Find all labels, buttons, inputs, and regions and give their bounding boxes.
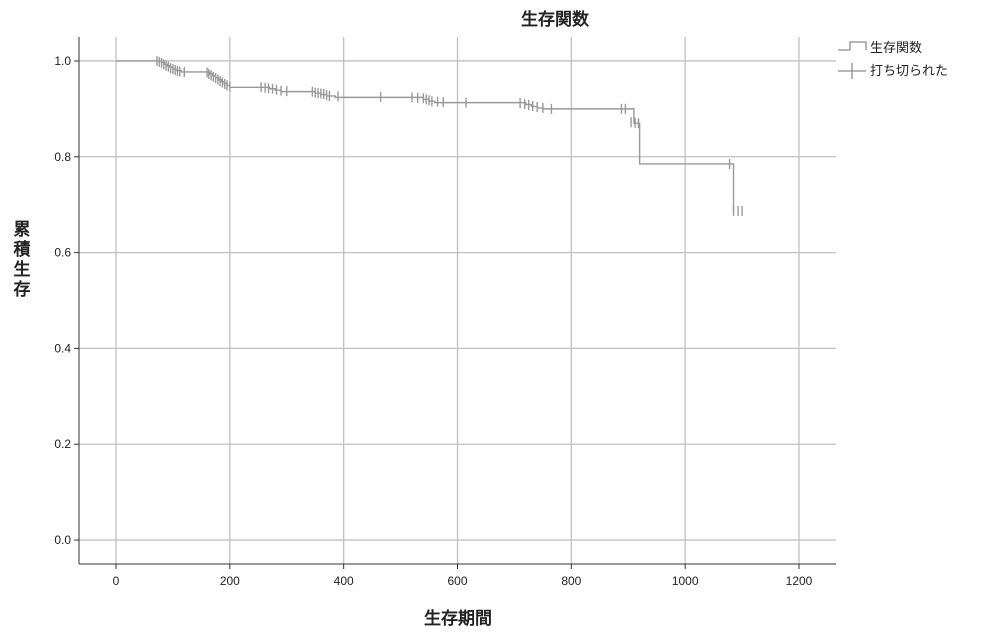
y-tick-label: 0.2 <box>54 437 71 451</box>
legend-label-survival: 生存関数 <box>870 41 922 56</box>
survival-step-line <box>115 60 735 211</box>
x-tick-label: 600 <box>447 574 467 588</box>
x-tick-label: 200 <box>220 574 240 588</box>
y-axis-title: 累積生存 <box>14 220 32 300</box>
y-axis-ticks: 0.0 0.2 0.4 0.6 0.8 1.0 <box>54 54 79 547</box>
x-axis-title: 生存期間 <box>424 608 492 629</box>
x-tick-label: 1000 <box>672 574 699 588</box>
legend-item-survival: 生存関数 <box>838 41 922 56</box>
y-tick-label: 0.6 <box>54 246 71 260</box>
chart-title: 生存関数 <box>521 9 590 30</box>
legend-step-icon <box>838 41 867 51</box>
x-tick-label: 800 <box>561 574 581 588</box>
y-tick-label: 0.4 <box>54 341 71 355</box>
legend: 生存関数 打ち切られた <box>838 41 948 79</box>
y-tick-label: 0.8 <box>54 150 71 164</box>
grid-lines <box>79 37 836 564</box>
legend-label-censored: 打ち切られた <box>870 64 948 79</box>
y-tick-label: 1.0 <box>54 54 71 68</box>
x-axis-ticks: 0 200 400 600 800 1000 1200 <box>113 564 813 588</box>
x-tick-label: 400 <box>334 574 354 588</box>
censored-series <box>156 55 743 216</box>
y-tick-label: 0.0 <box>54 533 71 547</box>
legend-item-censored: 打ち切られた <box>838 63 948 79</box>
x-tick-label: 1200 <box>786 574 813 588</box>
x-tick-label: 0 <box>113 574 120 588</box>
survival-series <box>115 60 735 211</box>
